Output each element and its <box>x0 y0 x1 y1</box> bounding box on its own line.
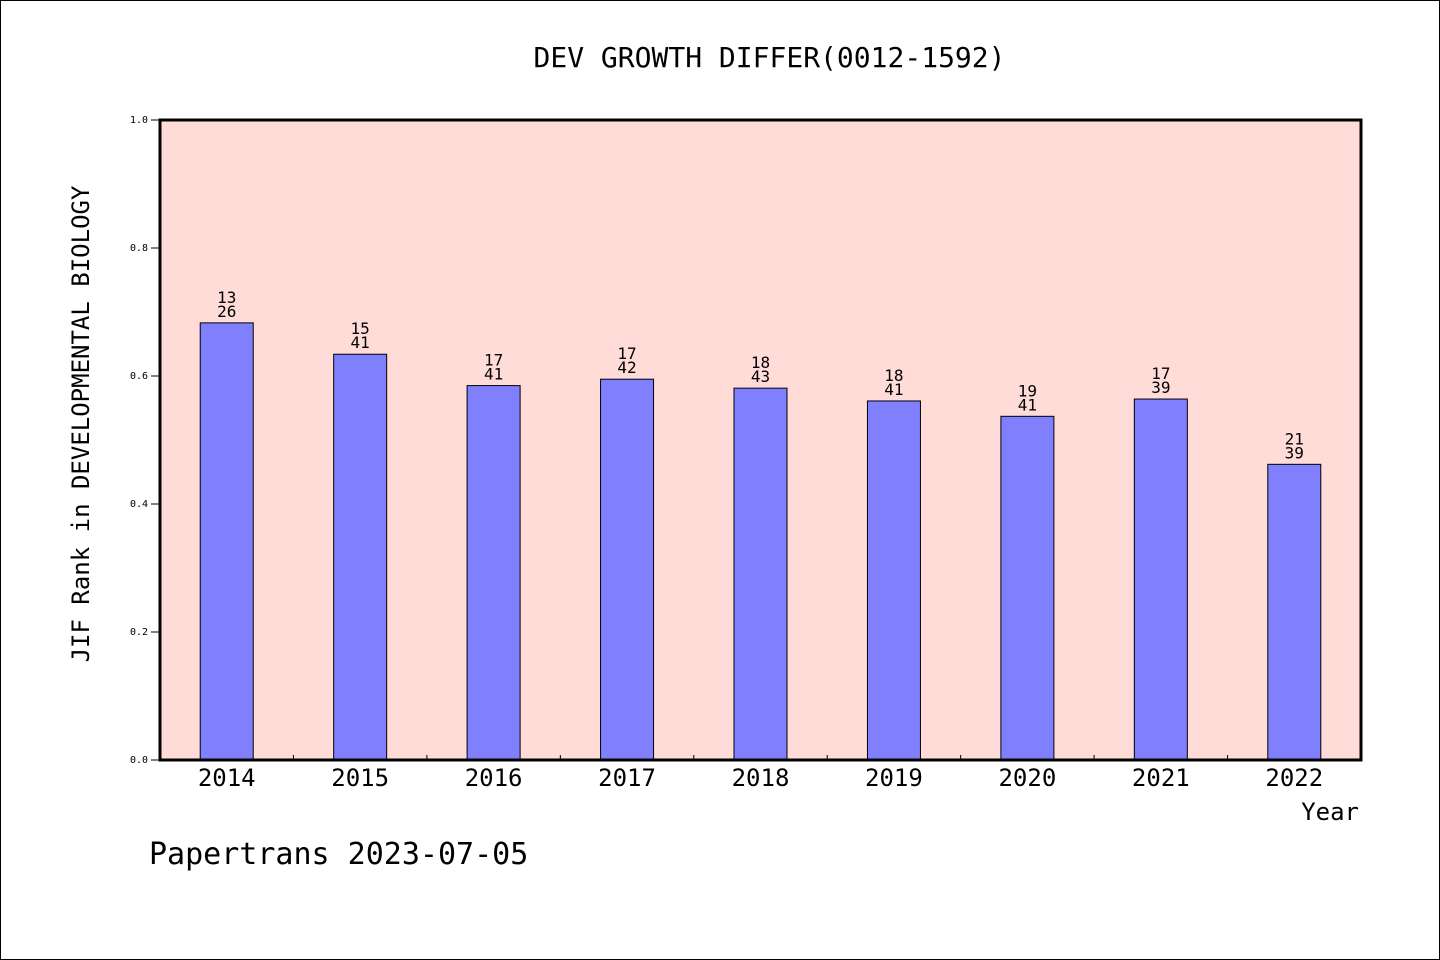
bar-label-total: 41 <box>884 380 903 399</box>
bar-2022 <box>1267 463 1322 761</box>
bar-label-total: 39 <box>1151 378 1170 397</box>
bar-label-rank: 15 <box>351 319 370 338</box>
bar-label-total: 26 <box>217 302 236 321</box>
x-tick-label: 2019 <box>865 764 923 792</box>
footer-credit: Papertrans 2023-07-05 <box>149 837 528 872</box>
bar-label-total: 41 <box>351 333 370 352</box>
bar-label-total: 41 <box>484 365 503 384</box>
bar-2017 <box>600 378 655 761</box>
x-tick-label: 2015 <box>331 764 389 792</box>
x-tick-label: 2020 <box>998 764 1056 792</box>
bar-label-total: 42 <box>617 358 636 377</box>
y-axis-label: JIF Rank in DEVELOPMENTAL BIOLOGY <box>67 185 95 662</box>
bar-2015 <box>333 353 388 761</box>
bar-label-rank: 18 <box>751 353 770 372</box>
bar-2020 <box>1000 415 1055 761</box>
y-tick-label: 0.0 <box>130 755 148 766</box>
y-tick-label: 1.0 <box>130 115 148 126</box>
x-axis: 2014 2015 2016 2017 2018 2019 2020 2021 2022 <box>198 755 1323 792</box>
x-tick-label: 2014 <box>198 764 256 792</box>
y-tick-label: 0.4 <box>130 499 148 510</box>
y-tick-label: 0.8 <box>130 243 148 254</box>
bar-label-rank: 19 <box>1018 381 1037 400</box>
bar-label-total: 43 <box>751 367 770 386</box>
bar-label-rank: 21 <box>1285 429 1304 448</box>
bar-label-total: 39 <box>1285 443 1304 462</box>
plot-frame <box>158 118 1363 762</box>
x-axis-label: Year <box>1301 798 1359 826</box>
bar-label-rank: 17 <box>617 344 636 363</box>
bar-2021 <box>1133 398 1188 761</box>
bar-label-total: 41 <box>1018 395 1037 414</box>
y-axis: 0.0 0.2 0.4 0.6 0.8 1.0 <box>130 115 160 766</box>
bars <box>199 322 1322 761</box>
bar-2018 <box>733 387 788 761</box>
x-tick-label: 2018 <box>732 764 790 792</box>
x-tick-label: 2016 <box>465 764 523 792</box>
bar-2016 <box>466 385 521 761</box>
bar-label-rank: 13 <box>217 288 236 307</box>
bar-2014 <box>199 322 254 761</box>
bar-label-rank: 17 <box>1151 364 1170 383</box>
bar-2019 <box>866 400 921 761</box>
x-tick-label: 2017 <box>598 764 656 792</box>
chart-title: DEV GROWTH DIFFER(0012-1592) <box>533 41 1005 74</box>
y-tick-label: 0.6 <box>130 371 148 382</box>
y-tick-label: 0.2 <box>130 627 148 638</box>
bar-label-rank: 18 <box>884 366 903 385</box>
bar-label-rank: 17 <box>484 351 503 370</box>
x-tick-label: 2021 <box>1132 764 1190 792</box>
x-tick-label: 2022 <box>1265 764 1323 792</box>
